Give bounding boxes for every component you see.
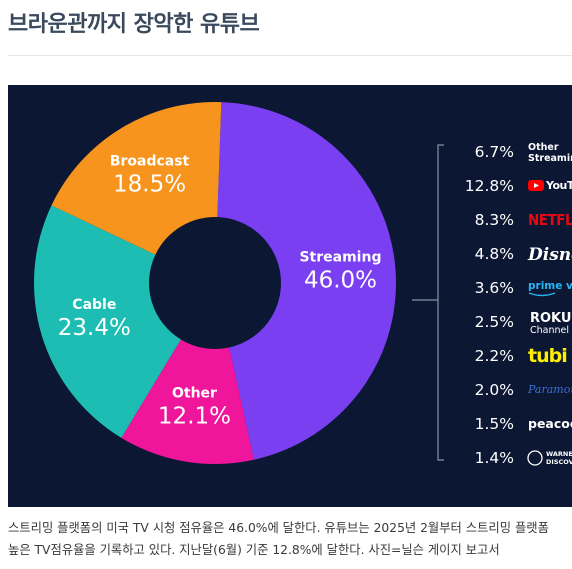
caption-line-2: 높은 TV점유율을 기록하고 있다. 지난달(6월) 기준 12.8%에 달한다…	[8, 543, 500, 557]
logo-text-disney: Disney	[527, 245, 572, 265]
title-divider	[8, 55, 572, 56]
breakdown-value-tubi: 2.2%	[475, 347, 514, 365]
breakdown-value-peacock: 1.5%	[475, 415, 514, 433]
slice-value-cable: 23.4%	[58, 315, 131, 341]
logo-text-prime-video: prime video	[528, 280, 572, 292]
article-title: 브라운관까지 장악한 유튜브	[8, 12, 260, 37]
logo-text-streaming: Streaming	[528, 153, 572, 164]
tv-share-chart: Streaming 46.0% Other 12.1% Cable 23.4% Broadc…	[8, 85, 572, 507]
breakdown-value-paramount: 2.0%	[475, 381, 514, 399]
logo-text-discovery: DISCOVERY	[546, 458, 572, 466]
disney-logo-icon: Disney	[527, 245, 572, 265]
logo-text-tubi: tubi	[528, 345, 567, 367]
wbd-shield-icon	[527, 450, 543, 466]
breakdown-value-youtube: 12.8%	[465, 177, 514, 195]
tubi-logo-icon: tubi	[528, 345, 568, 367]
youtube-logo-icon: YouTube	[528, 179, 572, 192]
slice-label-cable: Cable	[72, 297, 116, 313]
photo-caption: 스트리밍 플랫폼의 미국 TV 시청 점유율은 46.0%에 달한다. 유튜브는…	[8, 517, 572, 561]
logo-text-youtube: YouTube	[545, 179, 572, 192]
logo-text-paramount: Paramount	[527, 383, 572, 396]
streaming-bracket	[412, 144, 444, 461]
netflix-logo-icon: NETFLIX	[528, 211, 572, 229]
breakdown-value-disney: 4.8%	[475, 245, 514, 263]
breakdown-value-netflix: 8.3%	[475, 211, 514, 229]
play-triangle-icon	[534, 183, 539, 188]
logo-text-warner-bros: WARNER BROS.	[546, 450, 572, 458]
logo-text-other-streaming: Other	[528, 142, 559, 153]
warner-discovery-logo-icon: WARNER BROS.DISCOVERY	[527, 450, 572, 466]
slice-cable	[33, 205, 181, 438]
breakdown-value-prime-video: 3.6%	[475, 279, 514, 297]
slice-label-streaming: Streaming	[299, 250, 381, 266]
logo-text-peacock: peacock	[528, 416, 572, 431]
breakdown-value-roku-channel: 2.5%	[475, 313, 514, 331]
text-other-streaming-logo-icon: OtherStreaming	[528, 142, 572, 164]
slice-label-broadcast: Broadcast	[110, 153, 190, 169]
slice-other	[121, 339, 254, 465]
paramount-logo-icon: Paramount	[527, 383, 572, 396]
logo-text-roku: ROKU	[530, 311, 571, 326]
logo-text-channel: Channel	[530, 325, 569, 336]
prime-video-logo-icon: prime video	[528, 280, 572, 297]
slice-label-other: Other	[172, 385, 217, 401]
slice-streaming	[217, 102, 397, 460]
peacock-logo-icon: peacock	[528, 416, 572, 431]
slice-value-other: 12.1%	[158, 403, 231, 429]
breakdown-value-warner-bros-discovery: 1.4%	[475, 449, 514, 467]
donut-chart-svg: Streaming 46.0% Other 12.1% Cable 23.4% Broadc…	[33, 102, 572, 467]
slice-value-broadcast: 18.5%	[113, 171, 186, 197]
slice-value-streaming: 46.0%	[304, 268, 377, 294]
caption-line-1: 스트리밍 플랫폼의 미국 TV 시청 점유율은 46.0%에 달한다. 유튜브는…	[8, 521, 549, 535]
logo-text-netflix: NETFLIX	[528, 211, 572, 229]
slice-broadcast	[51, 102, 222, 255]
prime-smile-icon	[528, 292, 556, 297]
breakdown-value-other-streaming: 6.7%	[475, 143, 514, 161]
